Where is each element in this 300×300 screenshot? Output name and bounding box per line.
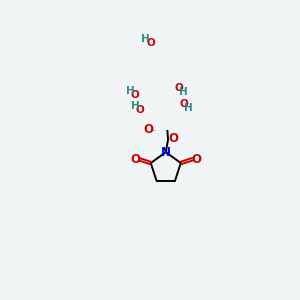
Text: O: O (136, 105, 144, 116)
Text: O: O (169, 132, 179, 145)
Text: N: N (161, 146, 171, 159)
Text: H: H (184, 103, 193, 112)
Text: O: O (191, 153, 201, 166)
Text: O: O (146, 38, 155, 48)
Text: O: O (175, 83, 184, 93)
Text: H: H (127, 86, 135, 96)
Polygon shape (140, 90, 158, 94)
Text: O: O (179, 99, 188, 109)
Text: H: H (141, 34, 150, 44)
Text: O: O (131, 90, 140, 100)
Text: O: O (144, 123, 154, 136)
Text: H: H (179, 87, 188, 97)
Text: O: O (130, 153, 141, 166)
Text: H: H (131, 101, 140, 111)
